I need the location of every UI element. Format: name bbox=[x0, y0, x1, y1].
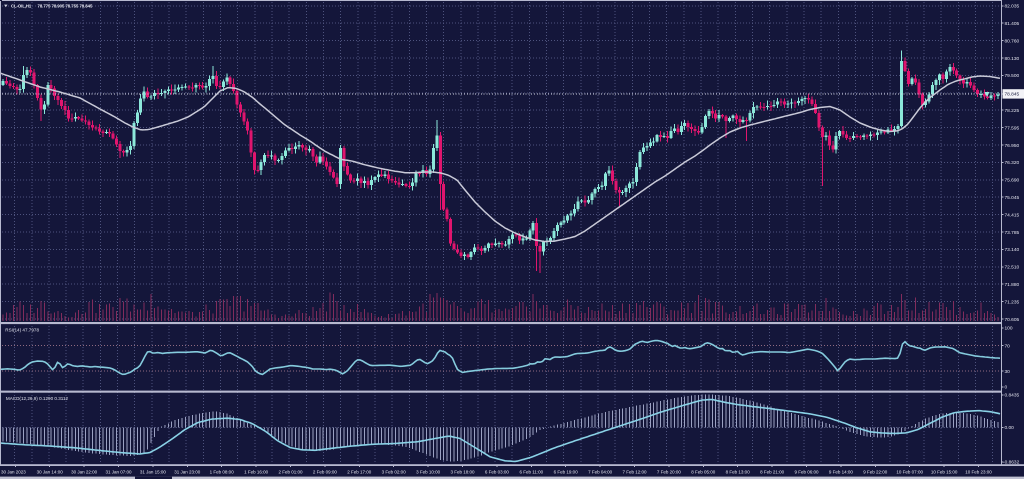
svg-text:78.225: 78.225 bbox=[1005, 108, 1020, 114]
svg-text:2 Feb 01:00: 2 Feb 01:00 bbox=[278, 469, 303, 474]
svg-text:6 Feb 11:00: 6 Feb 11:00 bbox=[519, 469, 543, 474]
svg-text:7 Feb 12:00: 7 Feb 12:00 bbox=[622, 469, 647, 474]
svg-text:76.950: 76.950 bbox=[1005, 143, 1020, 149]
svg-text:8 Feb 13:00: 8 Feb 13:00 bbox=[726, 469, 751, 474]
svg-text:30 Jan 2023: 30 Jan 2023 bbox=[1, 469, 26, 474]
svg-text:70.605: 70.605 bbox=[1005, 317, 1020, 323]
svg-text:100: 100 bbox=[1005, 326, 1013, 332]
svg-text:78.775 78.905 78.755 78.845: 78.775 78.905 78.755 78.845 bbox=[38, 3, 93, 8]
svg-text:CL-OIL,H1: CL-OIL,H1 bbox=[11, 3, 32, 8]
svg-text:30: 30 bbox=[1005, 369, 1011, 375]
svg-text:3 Feb 18:00: 3 Feb 18:00 bbox=[450, 469, 475, 474]
svg-text:80.130: 80.130 bbox=[1005, 56, 1020, 62]
svg-text:74.415: 74.415 bbox=[1005, 212, 1020, 218]
svg-text:79.500: 79.500 bbox=[1005, 73, 1020, 79]
svg-text:6 Feb 03:00: 6 Feb 03:00 bbox=[485, 469, 510, 474]
svg-text:2 Feb 09:00: 2 Feb 09:00 bbox=[313, 469, 338, 474]
svg-text:7 Feb 04:00: 7 Feb 04:00 bbox=[588, 469, 613, 474]
svg-text:-0.8632: -0.8632 bbox=[1003, 460, 1020, 466]
svg-text:31 Jan 07:00: 31 Jan 07:00 bbox=[105, 469, 132, 474]
svg-text:0: 0 bbox=[1005, 385, 1008, 391]
svg-text:30 Jan 22:00: 30 Jan 22:00 bbox=[71, 469, 98, 474]
svg-text:73.785: 73.785 bbox=[1005, 230, 1020, 236]
svg-text:71.235: 71.235 bbox=[1005, 299, 1020, 305]
svg-text:78.845: 78.845 bbox=[1005, 92, 1020, 98]
svg-text:7 Feb 20:00: 7 Feb 20:00 bbox=[657, 469, 682, 474]
svg-text:0.00: 0.00 bbox=[1005, 425, 1015, 431]
svg-text:10 Feb 23:00: 10 Feb 23:00 bbox=[965, 469, 992, 474]
svg-text:75.045: 75.045 bbox=[1005, 195, 1020, 201]
svg-text:0.8435: 0.8435 bbox=[1005, 393, 1020, 399]
svg-text:80.760: 80.760 bbox=[1005, 38, 1020, 44]
svg-text:1 Feb 16:00: 1 Feb 16:00 bbox=[244, 469, 269, 474]
svg-text:3 Feb 02:00: 3 Feb 02:00 bbox=[382, 469, 407, 474]
svg-text:9 Feb 22:00: 9 Feb 22:00 bbox=[863, 469, 888, 474]
svg-text:MACD(12,26,9) 0.1290 0.3112: MACD(12,26,9) 0.1290 0.3112 bbox=[6, 396, 69, 401]
svg-text:8 Feb 21:00: 8 Feb 21:00 bbox=[760, 469, 785, 474]
svg-text:8 Feb 05:00: 8 Feb 05:00 bbox=[691, 469, 716, 474]
svg-text:81.405: 81.405 bbox=[1005, 21, 1020, 27]
svg-text:10 Feb 15:00: 10 Feb 15:00 bbox=[931, 469, 958, 474]
svg-text:9 Feb 06:00: 9 Feb 06:00 bbox=[794, 469, 819, 474]
svg-text:82.035: 82.035 bbox=[1005, 4, 1020, 10]
svg-text:9 Feb 14:00: 9 Feb 14:00 bbox=[829, 469, 854, 474]
svg-text:72.510: 72.510 bbox=[1005, 265, 1020, 271]
svg-text:73.140: 73.140 bbox=[1005, 247, 1020, 253]
svg-text:RSI(14) 47.7978: RSI(14) 47.7978 bbox=[5, 328, 39, 333]
svg-text:30 Jan 14:00: 30 Jan 14:00 bbox=[37, 469, 64, 474]
svg-text:3 Feb 10:00: 3 Feb 10:00 bbox=[416, 469, 441, 474]
svg-text:71.880: 71.880 bbox=[1005, 282, 1020, 288]
svg-text:76.320: 76.320 bbox=[1005, 160, 1020, 166]
svg-text:75.690: 75.690 bbox=[1005, 178, 1020, 184]
svg-text:31 Jan 23:00: 31 Jan 23:00 bbox=[174, 469, 201, 474]
svg-text:1 Feb 08:00: 1 Feb 08:00 bbox=[210, 469, 235, 474]
svg-text:31 Jan 15:00: 31 Jan 15:00 bbox=[140, 469, 167, 474]
svg-text:2 Feb 17:00: 2 Feb 17:00 bbox=[347, 469, 372, 474]
svg-text:10 Feb 07:00: 10 Feb 07:00 bbox=[896, 469, 923, 474]
svg-text:6 Feb 19:00: 6 Feb 19:00 bbox=[554, 469, 579, 474]
svg-text:70: 70 bbox=[1005, 343, 1011, 349]
svg-text:77.595: 77.595 bbox=[1005, 125, 1020, 131]
